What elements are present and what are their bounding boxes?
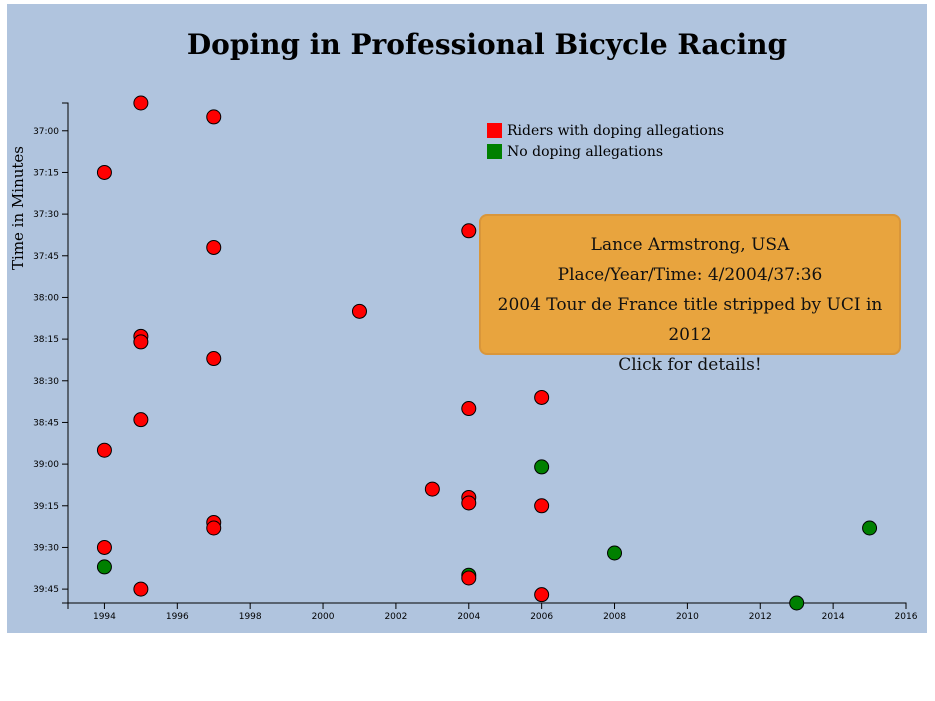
data-point[interactable] bbox=[206, 239, 222, 255]
data-point[interactable] bbox=[133, 581, 149, 597]
data-point[interactable] bbox=[351, 303, 367, 319]
scatter-chart: Doping in Professional Bicycle Racing Ti… bbox=[9, 28, 918, 622]
data-point[interactable] bbox=[461, 495, 477, 511]
y-tick-label: 37:30 bbox=[33, 210, 59, 220]
y-tick-label: 38:30 bbox=[33, 377, 59, 387]
x-axis: 1994 1996 1998 2000 2002 2004 2006 2008 2010 2012… bbox=[67, 602, 918, 622]
y-tick-label: 39:45 bbox=[33, 585, 59, 595]
legend-label: No doping allegations bbox=[507, 144, 663, 160]
x-tick-label: 2014 bbox=[822, 612, 845, 622]
y-tick-label: 38:45 bbox=[33, 418, 59, 428]
y-axis-line bbox=[62, 102, 69, 604]
data-point[interactable] bbox=[534, 498, 550, 514]
x-tick-label: 2000 bbox=[312, 612, 335, 622]
y-axis-label: Time in Minutes bbox=[9, 146, 27, 270]
y-tick-label: 38:15 bbox=[33, 335, 59, 345]
y-tick-label: 38:00 bbox=[33, 293, 59, 303]
data-point[interactable] bbox=[96, 442, 112, 458]
data-point[interactable] bbox=[96, 539, 112, 555]
x-axis-line bbox=[67, 602, 907, 609]
x-tick-label: 2010 bbox=[676, 612, 699, 622]
data-point[interactable] bbox=[133, 412, 149, 428]
y-axis: 37:00 37:15 37:30 37:45 38:00 38:15 38:30 38:45… bbox=[33, 102, 69, 604]
chart-panel: Doping in Professional Bicycle Racing Ti… bbox=[7, 4, 927, 633]
data-point[interactable] bbox=[534, 587, 550, 603]
legend-label: Riders with doping allegations bbox=[507, 123, 724, 139]
x-tick-label: 2006 bbox=[530, 612, 553, 622]
tooltip-rider-name: Lance Armstrong, USA bbox=[590, 235, 790, 255]
data-point[interactable] bbox=[206, 520, 222, 536]
data-point[interactable] bbox=[96, 559, 112, 575]
x-tick-label: 1998 bbox=[239, 612, 262, 622]
data-point[interactable] bbox=[534, 459, 550, 475]
legend-swatch bbox=[487, 144, 502, 159]
data-point[interactable] bbox=[206, 351, 222, 367]
data-point[interactable] bbox=[534, 389, 550, 405]
tooltip-details-link[interactable]: Click for details! bbox=[618, 355, 762, 375]
tooltip-rider-stats: Place/Year/Time: 4/2004/37:36 bbox=[557, 265, 823, 285]
data-points bbox=[96, 95, 878, 611]
chart-title: Doping in Professional Bicycle Racing bbox=[187, 28, 787, 61]
legend-swatch bbox=[487, 123, 502, 138]
data-point[interactable] bbox=[607, 545, 623, 561]
data-point[interactable] bbox=[133, 334, 149, 350]
y-tick-label: 37:45 bbox=[33, 252, 59, 262]
y-tick-label: 37:00 bbox=[33, 127, 59, 137]
y-tick-label: 39:00 bbox=[33, 460, 59, 470]
data-point[interactable] bbox=[424, 481, 440, 497]
rider-tooltip[interactable]: Lance Armstrong, USA Place/Year/Time: 4/… bbox=[479, 214, 901, 375]
y-tick-label: 37:15 bbox=[33, 168, 59, 178]
y-tick-label: 39:30 bbox=[33, 543, 59, 553]
data-point[interactable] bbox=[789, 595, 805, 611]
tooltip-doping-note: 2004 Tour de France title stripped by UC… bbox=[497, 295, 883, 345]
x-tick-label: 2004 bbox=[457, 612, 480, 622]
x-tick-label: 2008 bbox=[603, 612, 626, 622]
data-point[interactable] bbox=[862, 520, 878, 536]
x-tick-label: 2016 bbox=[895, 612, 918, 622]
data-point[interactable] bbox=[461, 223, 477, 239]
x-tick-label: 2002 bbox=[384, 612, 407, 622]
x-tick-label: 1996 bbox=[166, 612, 189, 622]
data-point[interactable] bbox=[133, 95, 149, 111]
data-point[interactable] bbox=[206, 109, 222, 125]
legend: Riders with doping allegations No doping … bbox=[487, 123, 724, 160]
data-point[interactable] bbox=[461, 570, 477, 586]
x-tick-label: 2012 bbox=[749, 612, 772, 622]
y-tick-label: 39:15 bbox=[33, 502, 59, 512]
data-point[interactable] bbox=[96, 164, 112, 180]
x-tick-label: 1994 bbox=[93, 612, 116, 622]
data-point[interactable] bbox=[461, 401, 477, 417]
